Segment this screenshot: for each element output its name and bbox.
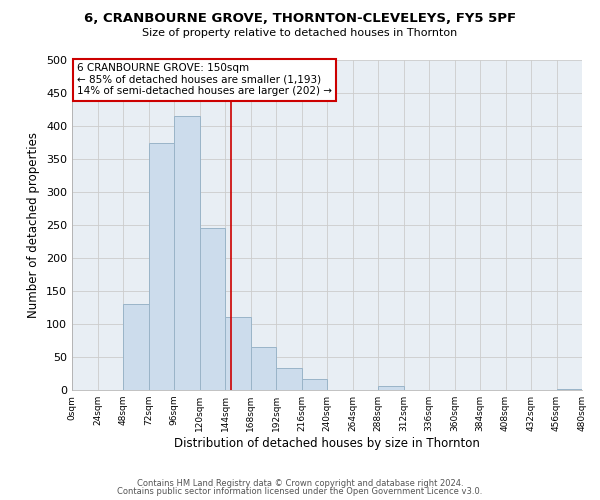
Text: 6, CRANBOURNE GROVE, THORNTON-CLEVELEYS, FY5 5PF: 6, CRANBOURNE GROVE, THORNTON-CLEVELEYS,… [84, 12, 516, 26]
Bar [302, 380, 327, 390]
Text: Size of property relative to detached houses in Thornton: Size of property relative to detached ho… [142, 28, 458, 38]
Bar [251, 347, 276, 390]
Text: Contains public sector information licensed under the Open Government Licence v3: Contains public sector information licen… [118, 487, 482, 496]
Bar [199, 228, 225, 390]
Y-axis label: Number of detached properties: Number of detached properties [28, 132, 40, 318]
Bar [378, 386, 404, 390]
Bar [276, 368, 302, 390]
Bar [149, 142, 174, 390]
Bar [225, 318, 251, 390]
Text: 6 CRANBOURNE GROVE: 150sqm
← 85% of detached houses are smaller (1,193)
14% of s: 6 CRANBOURNE GROVE: 150sqm ← 85% of deta… [77, 64, 332, 96]
Bar [557, 388, 582, 390]
X-axis label: Distribution of detached houses by size in Thornton: Distribution of detached houses by size … [174, 437, 480, 450]
Text: Contains HM Land Registry data © Crown copyright and database right 2024.: Contains HM Land Registry data © Crown c… [137, 478, 463, 488]
Bar [123, 304, 149, 390]
Bar [174, 116, 199, 390]
